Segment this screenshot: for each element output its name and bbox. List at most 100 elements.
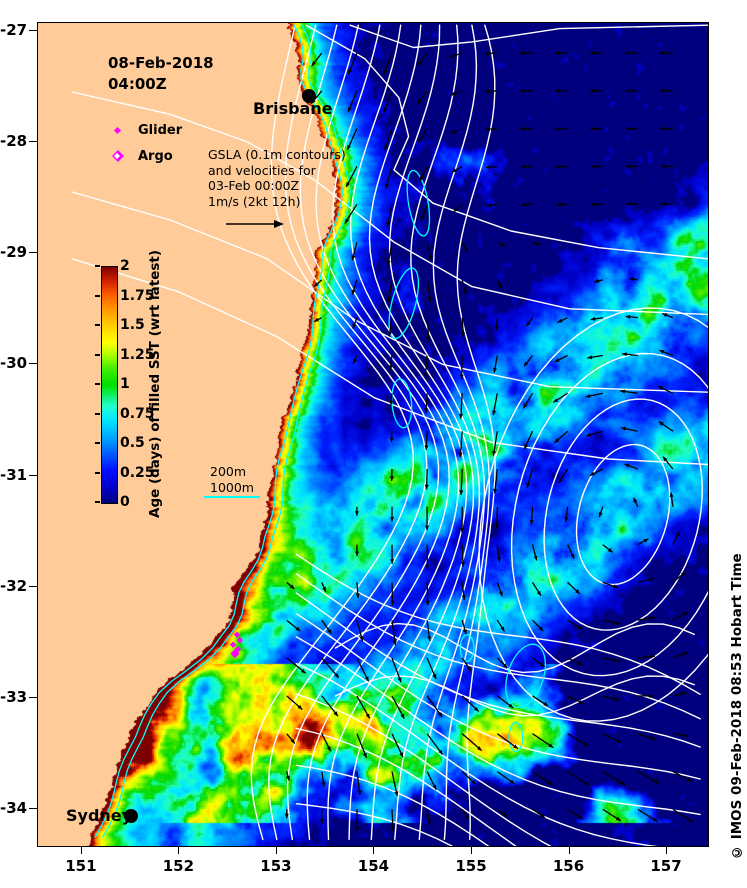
velocity-scale-arrow	[226, 220, 284, 228]
isobath-closed-contour	[388, 267, 420, 340]
velocity-arrow	[351, 279, 358, 295]
isobath-200m	[94, 24, 344, 838]
glider-position-marker	[233, 631, 241, 638]
velocity-arrow	[672, 770, 693, 782]
velocity-arrow	[390, 809, 395, 832]
velocity-arrow	[496, 544, 501, 563]
gsla-contour	[334, 622, 695, 674]
colorbar-tick-label: 1.5	[120, 317, 145, 333]
velocity-arrow	[590, 126, 603, 131]
city-label-brisbane: Brisbane	[253, 99, 333, 118]
velocity-arrow	[496, 808, 508, 818]
velocity-arrow	[624, 463, 639, 470]
y-tick-label: -33	[0, 688, 28, 707]
velocity-arrow	[388, 355, 393, 371]
velocity-arrow	[321, 657, 340, 679]
velocity-arrow	[567, 770, 590, 787]
velocity-arrow	[602, 544, 614, 553]
gsla-contour	[456, 24, 496, 840]
velocity-arrow	[386, 204, 393, 228]
velocity-arrow	[286, 695, 303, 710]
velocity-arrow	[496, 695, 514, 709]
y-tick-label: -29	[0, 243, 28, 262]
colorbar-tick	[95, 412, 100, 415]
velocity-arrow	[637, 808, 659, 823]
velocity-arrow	[529, 506, 534, 525]
velocity-arrow	[424, 431, 429, 450]
velocity-arrow	[461, 695, 480, 712]
y-tick-label: -31	[0, 465, 28, 484]
x-tick	[275, 846, 277, 854]
velocity-arrow	[355, 582, 360, 598]
velocity-arrow	[390, 582, 395, 606]
velocity-arrow	[391, 620, 397, 646]
velocity-arrow	[461, 771, 477, 785]
argo-marker-icon	[112, 150, 124, 162]
velocity-arrow	[450, 128, 463, 135]
velocity-arrow	[461, 317, 466, 338]
isobath-closed-contour	[459, 634, 475, 663]
velocity-arrow	[460, 544, 465, 567]
velocity-arrow	[598, 506, 604, 518]
velocity-arrow	[602, 770, 626, 786]
colorbar-gradient	[101, 266, 118, 504]
velocity-arrow	[461, 582, 466, 600]
velocity-arrow	[496, 770, 515, 785]
velocity-arrow	[384, 128, 393, 151]
velocity-arrow	[626, 164, 638, 169]
velocity-arrow	[390, 506, 394, 522]
velocity-arrow	[625, 51, 638, 56]
gsla-contour	[71, 191, 708, 393]
velocity-arrow	[602, 695, 620, 701]
colorbar-tick-label: 0.75	[120, 405, 155, 422]
isobath-closed-contour	[406, 169, 431, 237]
velocity-arrow	[587, 354, 603, 360]
velocity-arrow	[620, 426, 638, 432]
map-raster-layer	[38, 23, 708, 846]
y-tick	[29, 29, 37, 31]
velocity-arrow	[460, 506, 465, 533]
argo-position-marker	[230, 648, 240, 659]
velocity-arrow	[602, 808, 622, 822]
gsla-contour	[295, 553, 701, 695]
velocity-arrow	[493, 355, 498, 373]
velocity-arrow	[344, 203, 358, 224]
velocity-arrow	[523, 430, 534, 450]
velocity-arrow	[286, 733, 296, 744]
velocity-arrow	[662, 456, 674, 470]
velocity-arrow	[321, 695, 339, 717]
velocity-arrow	[484, 89, 498, 94]
gsla-contour	[71, 91, 708, 316]
velocity-arrow	[637, 693, 654, 698]
velocity-arrow	[485, 165, 498, 170]
velocity-arrow	[637, 654, 656, 659]
x-tick-label: 156	[552, 857, 585, 875]
legend-label-argo: Argo	[138, 149, 173, 164]
colorbar-tick-label: 0	[120, 494, 130, 510]
gsla-contour	[327, 24, 460, 840]
velocity-arrow	[589, 468, 604, 477]
legend-label-glider: Glider	[138, 123, 183, 138]
velocity-arrow	[662, 312, 674, 319]
y-tick-label: -34	[0, 799, 28, 818]
y-tick	[29, 141, 37, 142]
velocity-arrow	[622, 352, 638, 357]
colorbar-tick	[95, 294, 100, 297]
gsla-contour	[295, 803, 454, 846]
velocity-arrow	[461, 279, 467, 295]
bathy-1000-label: 1000m	[210, 479, 254, 495]
velocity-arrow	[637, 538, 649, 546]
velocity-arrow	[520, 164, 533, 169]
velocity-arrow	[458, 431, 463, 458]
velocity-arrow	[486, 203, 498, 208]
velocity-arrow	[347, 52, 358, 75]
velocity-arrow	[425, 544, 430, 570]
velocity-arrow	[659, 349, 674, 357]
velocity-arrow	[554, 51, 568, 56]
velocity-arrow	[496, 619, 506, 632]
velocity-arrow	[356, 657, 370, 682]
velocity-arrow	[426, 620, 432, 642]
gsla-contour	[295, 636, 701, 816]
gsla-contour	[334, 675, 695, 717]
